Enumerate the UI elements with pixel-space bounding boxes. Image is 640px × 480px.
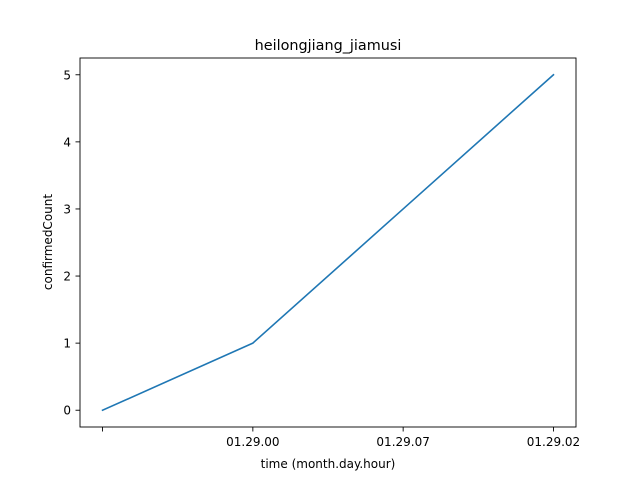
y-tick-label: 3 [63, 202, 71, 216]
axes-frame [79, 57, 577, 428]
y-tick-label: 0 [63, 404, 71, 418]
x-tick-label: 01.29.02 [527, 435, 580, 449]
y-tick-label: 5 [63, 68, 71, 82]
x-axis-label: time (month.day.hour) [261, 457, 396, 471]
x-tick-label: 01.29.07 [376, 435, 429, 449]
chart-title: heilongjiang_jiamusi [255, 38, 402, 54]
series-line-0 [101, 73, 555, 412]
plot-area: 01.29.00 01.29.07 01.29.02 0 1 2 3 4 5 [63, 57, 580, 449]
y-axis-label: confirmedCount [41, 194, 55, 290]
x-tick-label: 01.29.00 [226, 435, 279, 449]
y-tick-label: 4 [63, 135, 71, 149]
y-tick-label: 1 [63, 337, 71, 351]
y-tick-label: 2 [63, 270, 71, 284]
